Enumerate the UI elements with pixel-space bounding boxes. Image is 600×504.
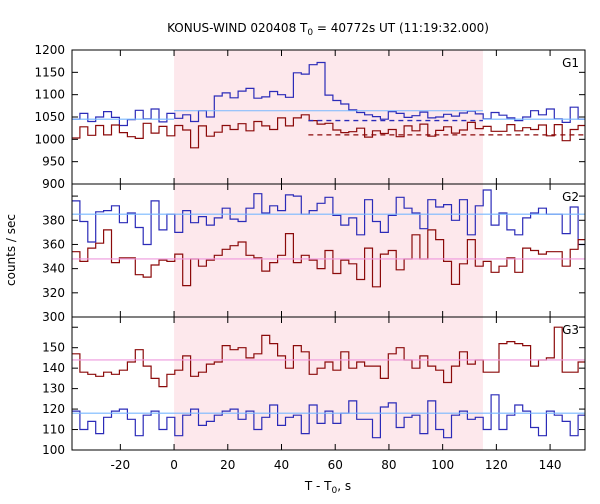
xlabel-subscript: 0 (332, 486, 338, 496)
label-layer: 90095010001050110011501200G1300320340360… (34, 43, 579, 472)
panel-label: G1 (562, 56, 579, 70)
panel-g1-series (72, 61, 585, 149)
y-tick-label: 140 (42, 361, 65, 375)
xlabel-rest: , s (337, 479, 351, 493)
y-tick-label: 320 (42, 286, 65, 300)
x-tick-label: 60 (328, 458, 343, 472)
x-axis-label: T - T0, s (304, 479, 351, 496)
x-tick-label: 140 (539, 458, 562, 472)
lightcurve-g3-blue-1 (72, 394, 585, 439)
lightcurve-g2-red-1 (72, 229, 585, 288)
x-tick-label: 80 (381, 458, 396, 472)
lightcurve-g2-blue-0 (72, 189, 585, 246)
lightcurve-g1-blue-0 (72, 61, 585, 127)
y-tick-label: 950 (42, 155, 65, 169)
y-tick-label: 340 (42, 262, 65, 276)
series-layer (72, 61, 585, 439)
x-tick-label: 20 (220, 458, 235, 472)
y-tick-label: 360 (42, 237, 65, 251)
y-tick-label: 120 (42, 402, 65, 416)
x-tick-label: 40 (274, 458, 289, 472)
y-tick-label: 1000 (34, 132, 65, 146)
y-tick-label: 130 (42, 382, 65, 396)
lightcurve-g3-red-0 (72, 326, 585, 388)
x-tick-label: 100 (431, 458, 454, 472)
panel-label: G3 (562, 323, 579, 337)
y-tick-label: 110 (42, 423, 65, 437)
panel-g2-series (72, 189, 585, 288)
panel-frame (71, 316, 586, 451)
tick-layer (72, 49, 585, 451)
title-rest: = 40772s UT (11:19:32.000) (313, 21, 489, 35)
title-subscript: 0 (307, 28, 313, 38)
lightcurve-g1-red-1 (72, 114, 585, 149)
y-tick-label: 1050 (34, 110, 65, 124)
y-tick-label: 1100 (34, 88, 65, 102)
y-tick-label: 380 (42, 213, 65, 227)
panel-g3-series (72, 326, 585, 439)
y-tick-label: 300 (42, 310, 65, 324)
panel-label: G2 (562, 190, 579, 204)
x-tick-label: -20 (111, 458, 131, 472)
y-tick-label: 1150 (34, 65, 65, 79)
y-tick-label: 150 (42, 341, 65, 355)
y-axis-label: counts / sec (4, 214, 18, 286)
y-tick-label: 100 (42, 443, 65, 457)
x-tick-label: 0 (170, 458, 178, 472)
chart-title: KONUS-WIND 020408 T0 = 40772s UT (11:19:… (167, 21, 489, 38)
y-tick-label: 900 (42, 177, 65, 191)
y-tick-label: 1200 (34, 43, 65, 57)
x-tick-label: 120 (485, 458, 508, 472)
